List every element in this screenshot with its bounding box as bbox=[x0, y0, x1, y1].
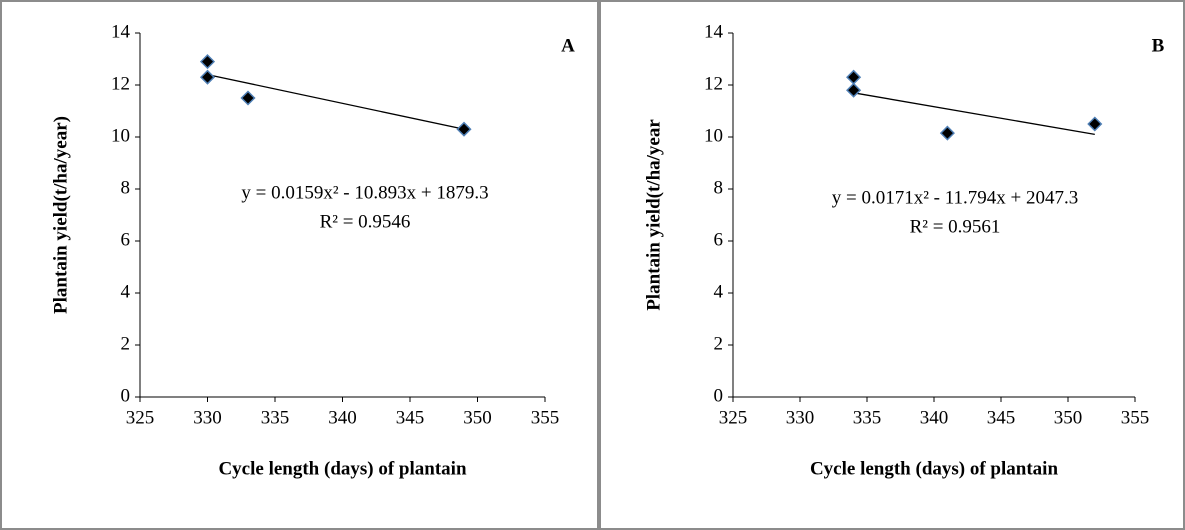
y-tick-label: 12 bbox=[111, 73, 130, 94]
y-tick-label: 14 bbox=[704, 21, 724, 42]
r-squared: R² = 0.9546 bbox=[320, 211, 411, 232]
y-tick-label: 0 bbox=[121, 385, 131, 406]
x-tick-label: 350 bbox=[1054, 407, 1083, 428]
x-tick-label: 355 bbox=[1121, 407, 1150, 428]
data-point bbox=[199, 54, 216, 70]
y-tick-label: 10 bbox=[111, 125, 130, 146]
x-tick-label: 330 bbox=[193, 407, 222, 428]
x-axis-label: Cycle length (days) of plantain bbox=[218, 458, 467, 479]
x-tick-label: 345 bbox=[396, 407, 425, 428]
data-point bbox=[1087, 116, 1103, 132]
equation: y = 0.0171x² - 11.794x + 2047.3 bbox=[832, 187, 1079, 208]
y-axis-label: Plantain yield(t/ha/year bbox=[643, 119, 664, 311]
y-tick-label: 4 bbox=[714, 281, 724, 302]
x-tick-label: 330 bbox=[786, 407, 815, 428]
y-axis-label: Plantain yield(t/ha/year) bbox=[50, 116, 71, 314]
x-tick-label: 355 bbox=[531, 407, 560, 428]
data-point bbox=[240, 90, 256, 106]
x-tick-label: 340 bbox=[328, 407, 357, 428]
y-tick-label: 2 bbox=[714, 333, 724, 354]
equation: y = 0.0159x² - 10.893x + 1879.3 bbox=[241, 182, 488, 203]
y-tick-label: 10 bbox=[704, 125, 723, 146]
data-point bbox=[846, 69, 862, 85]
panel-label: A bbox=[561, 35, 575, 56]
panel-border bbox=[0, 0, 599, 530]
y-tick-label: 6 bbox=[714, 229, 724, 250]
x-tick-label: 350 bbox=[463, 407, 492, 428]
x-axis-label: Cycle length (days) of plantain bbox=[810, 458, 1059, 479]
data-point bbox=[846, 82, 862, 98]
x-tick-label: 335 bbox=[261, 407, 290, 428]
y-tick-label: 6 bbox=[121, 229, 131, 250]
trend-line bbox=[853, 92, 1095, 136]
panel-label: B bbox=[1152, 35, 1165, 56]
x-tick-label: 325 bbox=[126, 407, 155, 428]
x-tick-label: 340 bbox=[920, 407, 949, 428]
r-squared: R² = 0.9561 bbox=[910, 216, 1001, 237]
y-tick-label: 8 bbox=[714, 177, 724, 198]
data-point bbox=[456, 121, 472, 137]
y-tick-label: 4 bbox=[121, 281, 131, 302]
x-tick-label: 325 bbox=[719, 407, 748, 428]
y-tick-label: 8 bbox=[121, 177, 131, 198]
y-tick-label: 2 bbox=[121, 333, 131, 354]
trend-line bbox=[207, 73, 465, 130]
data-point bbox=[199, 69, 216, 85]
y-tick-label: 12 bbox=[704, 73, 723, 94]
panel-border bbox=[599, 0, 1185, 530]
x-tick-label: 335 bbox=[853, 407, 882, 428]
x-tick-label: 345 bbox=[987, 407, 1016, 428]
y-tick-label: 14 bbox=[111, 21, 131, 42]
y-tick-label: 0 bbox=[714, 385, 724, 406]
data-point bbox=[939, 125, 955, 141]
